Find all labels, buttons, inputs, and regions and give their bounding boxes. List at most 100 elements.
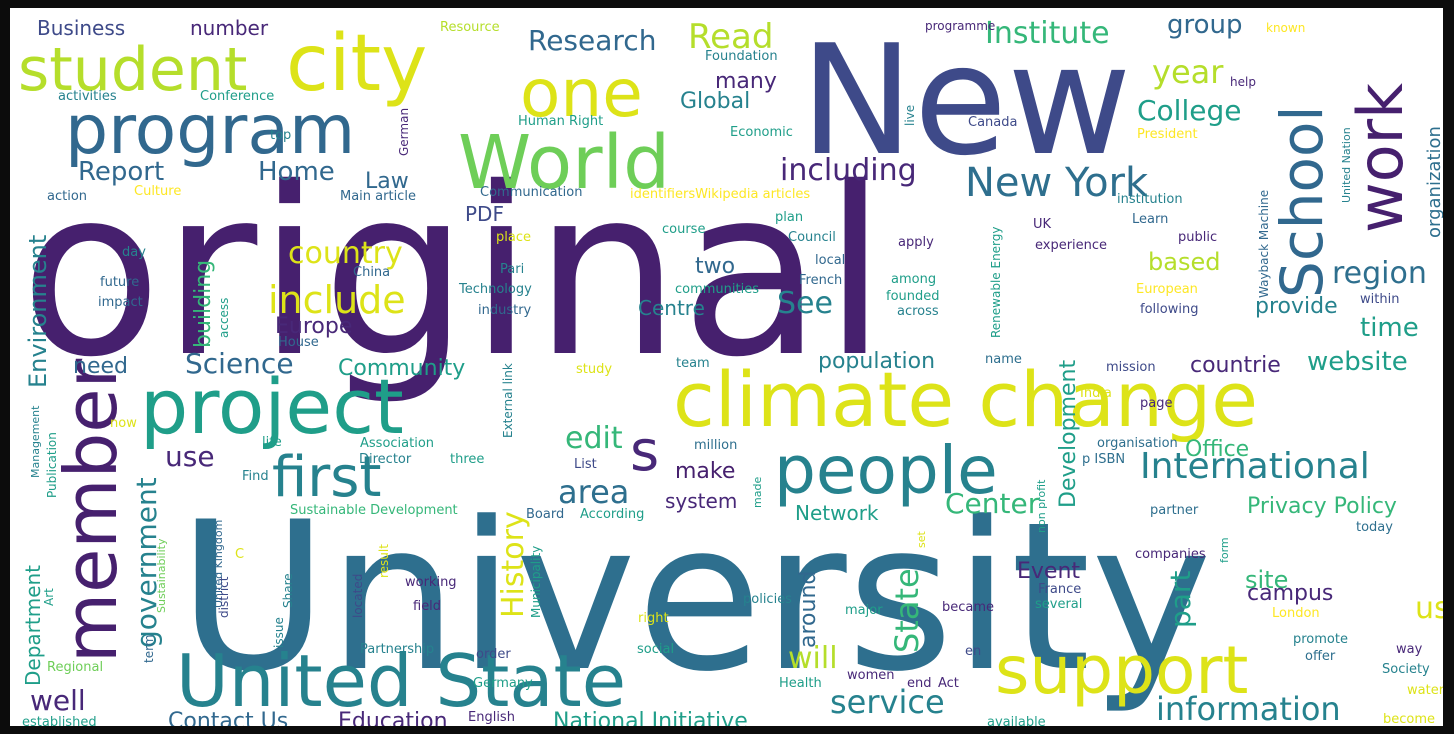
word-information: information bbox=[1156, 690, 1341, 726]
word-need: need bbox=[73, 354, 128, 379]
word-two: two bbox=[695, 254, 735, 279]
word-economic: Economic bbox=[730, 125, 793, 140]
word-learn: Learn bbox=[1132, 212, 1168, 227]
word-people: people bbox=[774, 432, 998, 509]
word-board: Board bbox=[526, 507, 564, 522]
word-become: become bbox=[1383, 712, 1435, 726]
word-regional: Regional bbox=[47, 660, 103, 675]
word-health: Health bbox=[779, 676, 822, 691]
word-human-right: Human Right bbox=[518, 114, 603, 129]
word-society: Society bbox=[1382, 662, 1430, 677]
word-population: population bbox=[818, 349, 935, 374]
word-according: According bbox=[580, 507, 644, 522]
word-wayback-machine: Wayback Machine bbox=[1257, 190, 1271, 298]
word-department: Department bbox=[21, 565, 45, 686]
word-privacy-policy: Privacy Policy bbox=[1247, 494, 1397, 519]
word-education: Education bbox=[338, 709, 448, 726]
word-us: us bbox=[1415, 591, 1443, 626]
word-edit: edit bbox=[565, 421, 623, 456]
word-way: way bbox=[1396, 642, 1423, 657]
word-building: building bbox=[191, 260, 216, 348]
word-made: made bbox=[751, 477, 764, 508]
word-countrie: countrie bbox=[1190, 353, 1281, 378]
word-association: Association bbox=[360, 436, 434, 451]
word-share: Share bbox=[281, 573, 295, 608]
word-united-kingdom: United Kingdom bbox=[212, 520, 225, 608]
word-art: Art bbox=[42, 588, 56, 606]
word-campus: campus bbox=[1247, 581, 1333, 606]
word-service: service bbox=[830, 683, 945, 721]
word-help: help bbox=[1230, 75, 1256, 89]
word-center: Center bbox=[945, 487, 1040, 520]
word-action: action bbox=[47, 189, 87, 204]
word-en: en bbox=[965, 644, 981, 659]
word-germany: Germany bbox=[473, 676, 533, 691]
word-programme: programme bbox=[925, 19, 995, 33]
word-conference: Conference bbox=[200, 89, 274, 104]
word-three: three bbox=[450, 452, 484, 467]
word-support: support bbox=[995, 632, 1248, 709]
word-term: term bbox=[142, 635, 156, 664]
word-development: Development bbox=[1056, 360, 1081, 508]
word-german: German bbox=[397, 108, 411, 156]
word-region: region bbox=[1332, 256, 1427, 291]
word-pdf: PDF bbox=[465, 202, 504, 226]
word-united-nation: United Nation bbox=[1340, 127, 1353, 203]
word-s: s bbox=[630, 419, 659, 484]
word-first: first bbox=[272, 445, 381, 510]
word-uk: UK bbox=[1033, 217, 1052, 232]
word-one: one bbox=[520, 55, 643, 132]
word-external-link: External link bbox=[501, 363, 515, 438]
word-day: day bbox=[122, 245, 146, 260]
word-issue: issue bbox=[272, 617, 286, 648]
word-research: Research bbox=[528, 24, 656, 57]
word-global: Global bbox=[680, 89, 750, 114]
word-list: List bbox=[574, 457, 597, 472]
word-india: India bbox=[1080, 386, 1112, 401]
word-result: result bbox=[377, 544, 391, 578]
word-act: Act bbox=[938, 676, 959, 691]
word-home: Home bbox=[258, 157, 335, 187]
word-history: History bbox=[496, 511, 531, 618]
word-france: France bbox=[1038, 582, 1081, 597]
word-communities: communities bbox=[675, 282, 759, 297]
word-top: top bbox=[270, 128, 291, 143]
word-access: access bbox=[217, 298, 231, 338]
word-many: many bbox=[715, 69, 777, 94]
word-known: known bbox=[1266, 21, 1305, 35]
word-renewable-energy: Renewable Energy bbox=[989, 227, 1003, 339]
word-provide: provide bbox=[1255, 294, 1338, 319]
word-now: now bbox=[110, 416, 137, 431]
word-original: original bbox=[20, 138, 887, 408]
word-include: include bbox=[268, 278, 406, 322]
word-centre: Centre bbox=[638, 296, 705, 320]
word-law: Law bbox=[365, 169, 409, 194]
word-including: including bbox=[780, 153, 917, 188]
word-live: live bbox=[903, 105, 917, 126]
word-english: English bbox=[468, 710, 515, 725]
word-new: New bbox=[800, 12, 1132, 189]
word-cloud-canvas: original University New climate change proje… bbox=[10, 8, 1443, 726]
word-p-isbn: p ISBN bbox=[1082, 452, 1125, 467]
word-offer: offer bbox=[1305, 649, 1336, 664]
word-sustainable-development: Sustainable Development bbox=[290, 503, 458, 518]
word-end: end bbox=[907, 676, 932, 691]
word-women: women bbox=[847, 668, 895, 683]
word-study: study bbox=[576, 362, 612, 377]
word-community: Community bbox=[338, 356, 465, 381]
word-office: Office bbox=[1185, 437, 1249, 462]
word-promote: promote bbox=[1293, 632, 1348, 647]
word-founded: founded bbox=[886, 289, 940, 304]
word-local: local bbox=[815, 253, 845, 268]
word-french: French bbox=[799, 273, 842, 288]
word-main-article: Main article bbox=[340, 189, 416, 204]
word-public: public bbox=[1178, 230, 1217, 245]
word-following: following bbox=[1140, 302, 1198, 317]
word-state: State bbox=[888, 568, 926, 653]
word-right: right bbox=[638, 611, 669, 626]
word-report: Report bbox=[78, 157, 164, 187]
word-business: Business bbox=[37, 16, 125, 40]
word-became: became bbox=[942, 600, 994, 615]
word-use: use bbox=[165, 440, 215, 473]
word-name: name bbox=[985, 352, 1022, 367]
